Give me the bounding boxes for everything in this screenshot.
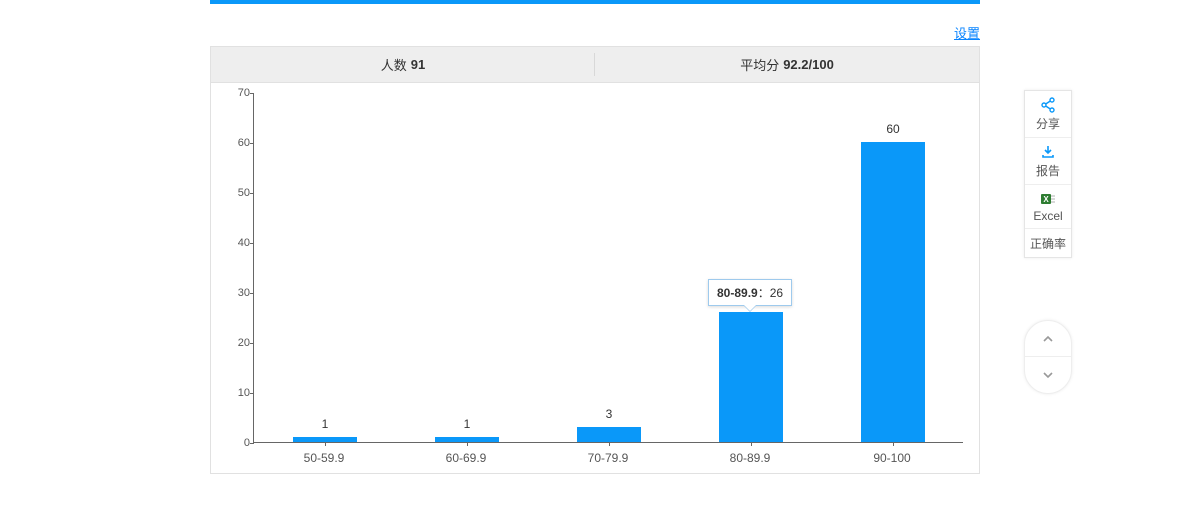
plot: 0102030405060701132660 — [253, 93, 963, 443]
x-tick-label: 60-69.9 — [446, 451, 487, 465]
bar[interactable] — [861, 142, 925, 442]
nav-arrows — [1024, 320, 1072, 394]
chevron-up-icon — [1041, 332, 1055, 346]
download-icon — [1039, 144, 1057, 160]
bar-value-label: 60 — [886, 122, 899, 136]
y-tick-label: 40 — [224, 237, 250, 249]
chart-panel: 人数 91 平均分 92.2/100 010203040506070113266… — [210, 46, 980, 474]
x-tick-label: 70-79.9 — [588, 451, 629, 465]
report-label: 报告 — [1036, 162, 1060, 179]
count-label: 人数 — [381, 55, 407, 74]
chevron-down-icon — [1041, 368, 1055, 382]
bar-value-label: 1 — [464, 417, 471, 431]
chart-area: 0102030405060701132660 50-59.960-69.970-… — [211, 83, 979, 473]
accuracy-button[interactable]: 正确率 — [1025, 229, 1071, 257]
avg-value: 92.2/100 — [783, 57, 834, 72]
stats-header: 人数 91 平均分 92.2/100 — [211, 47, 979, 83]
y-tick-label: 70 — [224, 87, 250, 99]
share-button[interactable]: 分享 — [1025, 91, 1071, 138]
bar-value-label: 1 — [322, 417, 329, 431]
y-tick-label: 10 — [224, 387, 250, 399]
settings-link[interactable]: 设置 — [954, 23, 980, 42]
bar-tooltip: 80-89.9：26 — [708, 279, 792, 306]
y-tick-label: 60 — [224, 137, 250, 149]
bar[interactable] — [435, 437, 499, 442]
side-toolbar: 分享 报告 X Excel 正确率 — [1024, 90, 1072, 258]
excel-button[interactable]: X Excel — [1025, 185, 1071, 229]
tooltip-key: 80-89.9 — [717, 286, 758, 300]
excel-icon: X — [1039, 191, 1057, 207]
svg-text:X: X — [1043, 195, 1049, 204]
nav-up-button[interactable] — [1025, 321, 1071, 357]
excel-label: Excel — [1033, 209, 1062, 223]
avg-label: 平均分 — [740, 55, 779, 74]
tooltip-value: ：26 — [758, 286, 783, 300]
x-tick-label: 90-100 — [873, 451, 910, 465]
x-tick-label: 50-59.9 — [304, 451, 345, 465]
x-tick-label: 80-89.9 — [730, 451, 771, 465]
report-button[interactable]: 报告 — [1025, 138, 1071, 185]
bar[interactable] — [719, 312, 783, 442]
y-tick-label: 30 — [224, 287, 250, 299]
count-value: 91 — [411, 57, 425, 72]
bar[interactable] — [293, 437, 357, 442]
top-accent-bar — [210, 0, 980, 4]
bar[interactable] — [577, 427, 641, 442]
share-label: 分享 — [1036, 115, 1060, 132]
y-tick-label: 0 — [224, 437, 250, 449]
y-tick-label: 50 — [224, 187, 250, 199]
avg-cell: 平均分 92.2/100 — [595, 47, 979, 82]
share-icon — [1039, 97, 1057, 113]
bar-value-label: 3 — [606, 407, 613, 421]
nav-down-button[interactable] — [1025, 357, 1071, 393]
accuracy-label: 正确率 — [1030, 235, 1066, 252]
y-tick-label: 20 — [224, 337, 250, 349]
count-cell: 人数 91 — [211, 47, 595, 82]
